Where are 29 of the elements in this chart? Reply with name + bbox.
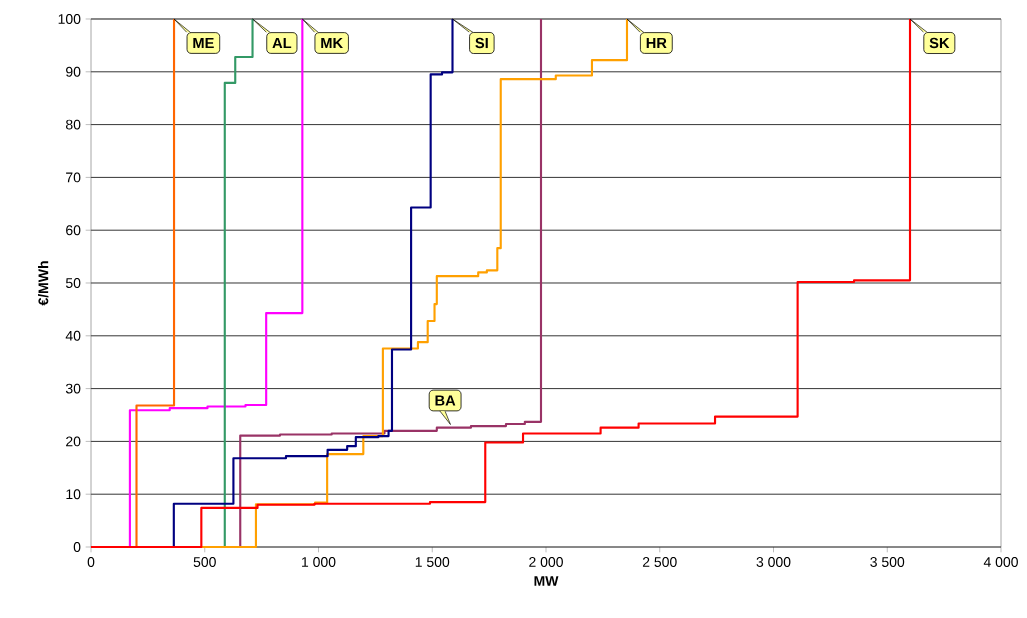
annotation: ME xyxy=(193,37,214,49)
x-tick-label: 3 000 xyxy=(756,557,791,567)
y-tick-label: 90 xyxy=(66,66,81,77)
x-axis-title: MW xyxy=(534,576,559,586)
y-tick-label: 50 xyxy=(65,278,81,288)
x-tick-label: 4 000 xyxy=(983,557,1018,567)
y-tick-label: 60 xyxy=(66,225,81,236)
y-tick-label: 70 xyxy=(66,172,81,183)
y-axis-title: €/MWh xyxy=(38,261,49,306)
y-tick-label: 20 xyxy=(66,436,81,447)
annotation: SI xyxy=(475,37,488,49)
annotation: SK xyxy=(929,37,950,49)
y-tick-label: 0 xyxy=(73,542,81,552)
y-tick-label: 30 xyxy=(65,383,81,394)
y-tick-label: 100 xyxy=(58,14,81,24)
x-tick-label: 3 500 xyxy=(870,557,905,567)
annotation: MK xyxy=(321,37,343,49)
x-tick-label: 2 000 xyxy=(529,557,563,567)
x-tick-label: 500 xyxy=(193,557,216,567)
x-tick-label: 1 500 xyxy=(415,557,450,567)
y-tick-label: 40 xyxy=(65,330,81,341)
annotation: AL xyxy=(272,37,292,49)
annotation: HR xyxy=(646,37,667,49)
annotation: BA xyxy=(435,395,456,406)
x-tick-label: 1 000 xyxy=(302,557,336,567)
x-tick-label: 2 500 xyxy=(642,557,677,567)
y-tick-label: 80 xyxy=(65,119,81,130)
x-tick-label: 0 xyxy=(87,557,95,567)
y-tick-label: 10 xyxy=(66,489,81,500)
